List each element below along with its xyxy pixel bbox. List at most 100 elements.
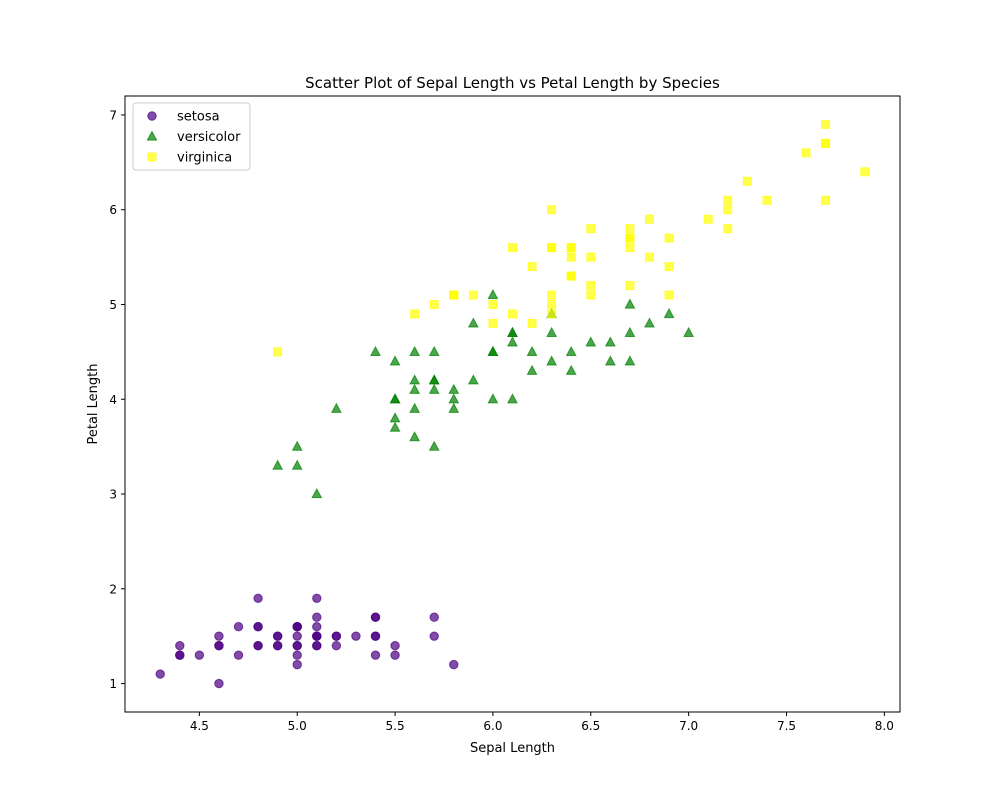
- data-point-versicolor: [330, 402, 342, 413]
- data-point-versicolor: [428, 440, 440, 451]
- x-tick-label: 4.5: [190, 719, 209, 733]
- data-point-virginica: [508, 243, 517, 253]
- data-point-virginica: [625, 243, 635, 253]
- data-point-versicolor: [389, 412, 401, 423]
- data-point-setosa: [449, 659, 459, 670]
- data-point-virginica: [723, 195, 733, 205]
- data-point-virginica: [586, 224, 596, 234]
- legend-marker-versicolor: [146, 130, 158, 141]
- data-point-versicolor: [389, 421, 401, 432]
- data-point-setosa: [233, 622, 244, 632]
- data-point-versicolor: [487, 288, 499, 300]
- data-point-versicolor: [428, 345, 440, 356]
- data-point-virginica: [723, 224, 733, 234]
- data-point-versicolor: [663, 307, 675, 319]
- data-point-virginica: [468, 290, 478, 300]
- data-point-virginica: [762, 195, 772, 205]
- series-setosa: [155, 593, 459, 689]
- data-point-versicolor: [467, 374, 479, 385]
- data-point-virginica: [821, 119, 831, 129]
- data-point-versicolor: [291, 459, 303, 470]
- y-tick-label: 7: [109, 108, 117, 122]
- y-tick-label: 5: [109, 298, 117, 312]
- x-axis: 4.5 5.0 5.5 6.0 6.5 7.0 7.5 8.0: [190, 712, 894, 733]
- data-point-versicolor: [409, 402, 421, 413]
- data-point-setosa: [214, 631, 224, 641]
- data-point-virginica: [547, 299, 557, 309]
- data-point-setosa: [292, 650, 302, 660]
- plot-area: [155, 119, 870, 689]
- data-point-virginica: [449, 290, 459, 300]
- axes-frame: [124, 95, 901, 713]
- y-tick-label: 6: [109, 203, 117, 217]
- data-point-virginica: [566, 271, 576, 281]
- data-point-setosa: [312, 612, 322, 622]
- y-tick-label: 3: [109, 488, 117, 502]
- data-point-versicolor: [272, 459, 284, 470]
- data-point-setosa: [292, 622, 302, 632]
- series-virginica: [273, 119, 870, 357]
- data-point-virginica: [547, 243, 557, 253]
- data-point-virginica: [410, 309, 420, 319]
- data-point-setosa: [429, 631, 439, 641]
- data-point-setosa: [390, 650, 400, 660]
- data-point-versicolor: [448, 393, 460, 404]
- data-point-virginica: [821, 195, 831, 205]
- data-point-setosa: [292, 631, 302, 641]
- legend-item-virginica: virginica: [147, 151, 232, 166]
- data-point-versicolor: [311, 487, 323, 499]
- data-point-setosa: [253, 593, 263, 603]
- data-point-setosa: [214, 678, 224, 689]
- y-tick-label: 1: [109, 677, 117, 691]
- data-point-setosa: [331, 631, 342, 641]
- data-point-virginica: [273, 347, 283, 357]
- x-tick-label: 5.0: [288, 719, 307, 733]
- data-point-versicolor: [409, 374, 421, 385]
- data-point-versicolor: [428, 383, 440, 394]
- data-point-virginica: [488, 299, 498, 309]
- data-point-setosa: [312, 631, 322, 641]
- data-point-virginica: [488, 318, 498, 328]
- data-point-virginica: [527, 262, 537, 272]
- data-point-setosa: [312, 640, 322, 651]
- y-axis-label: Petal Length: [86, 363, 101, 444]
- data-point-setosa: [292, 640, 302, 651]
- y-tick-label: 4: [109, 393, 117, 407]
- data-point-virginica: [586, 290, 596, 300]
- data-point-virginica: [742, 176, 752, 186]
- x-tick-label: 7.5: [777, 719, 796, 733]
- legend-item-versicolor: versicolor: [146, 130, 241, 145]
- x-axis-label: Sepal Length: [470, 741, 555, 756]
- data-point-setosa: [331, 640, 342, 651]
- data-point-setosa: [272, 640, 283, 651]
- y-tick-label: 2: [109, 582, 117, 596]
- data-point-virginica: [586, 252, 596, 262]
- data-point-versicolor: [448, 383, 460, 394]
- data-point-setosa: [370, 612, 381, 622]
- data-point-versicolor: [526, 345, 538, 356]
- data-point-versicolor: [370, 345, 381, 356]
- legend-box: [132, 102, 251, 171]
- data-point-versicolor: [624, 326, 636, 338]
- data-point-setosa: [272, 631, 283, 641]
- data-point-virginica: [860, 167, 870, 177]
- data-point-setosa: [429, 612, 439, 622]
- data-point-virginica: [644, 214, 654, 224]
- data-point-virginica: [644, 252, 654, 262]
- data-point-virginica: [664, 262, 674, 272]
- data-point-setosa: [370, 631, 381, 641]
- data-point-setosa: [390, 640, 400, 651]
- data-point-versicolor: [409, 431, 421, 442]
- data-point-versicolor: [546, 355, 558, 366]
- data-point-virginica: [703, 214, 713, 224]
- data-point-versicolor: [565, 345, 577, 356]
- data-point-virginica: [429, 299, 439, 309]
- data-point-virginica: [566, 252, 576, 262]
- x-tick-label: 6.5: [581, 719, 600, 733]
- legend-marker-virginica: [147, 152, 157, 162]
- y-axis: 1 2 3 4 5 6 7: [109, 108, 125, 691]
- data-point-versicolor: [683, 326, 695, 338]
- data-point-setosa: [370, 650, 381, 660]
- data-point-setosa: [312, 622, 322, 632]
- legend-label-virginica: virginica: [177, 151, 232, 166]
